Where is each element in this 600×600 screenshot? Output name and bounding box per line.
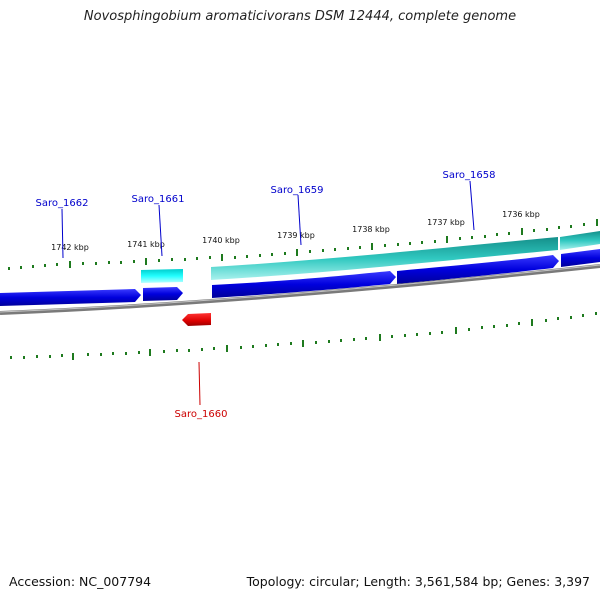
major-tick [455,327,457,334]
gene-label-saro-1659[interactable]: Saro_1659 [271,185,324,196]
cds-arrow-saro-1660[interactable] [182,313,211,326]
map-title: Novosphingobium aromaticivorans DSM 1244… [83,9,517,24]
cds-arrow-saro-1658[interactable] [397,255,559,284]
leader-line-saro-1661 [158,204,163,257]
leader-line-saro-1658 [469,180,475,231]
tick-label: 1741 kbp [127,240,165,249]
cds-arrow-saro-1662[interactable] [0,289,141,306]
major-tick [69,261,71,268]
major-tick [145,258,147,265]
gene-label-saro-1662[interactable]: Saro_1662 [36,198,89,209]
cds-arrow-next[interactable] [561,249,600,267]
major-tick [596,219,598,226]
feature-block-teal[interactable] [211,237,558,280]
major-tick [371,243,373,250]
leader-line-saro-1659 [297,194,302,246]
tick-label: 1739 kbp [277,231,315,240]
tick-label: 1737 kbp [427,218,465,227]
feature-track [141,231,600,283]
cds-arrow-saro-1661[interactable] [143,287,183,301]
leader-line-saro-1662 [61,208,64,259]
major-tick [296,249,298,256]
major-tick [226,345,228,352]
genome-summary-text: Topology: circular; Length: 3,561,584 bp… [246,574,590,589]
tick-label: 1742 kbp [51,243,89,252]
major-tick [221,254,223,261]
accession-text: Accession: NC_007794 [9,574,152,589]
major-tick [531,319,533,326]
reverse-cds-track [182,313,211,326]
major-tick [302,340,304,347]
major-tick [72,353,74,360]
tick-label: 1740 kbp [202,236,240,245]
leader-line-saro-1660 [198,361,201,406]
gene-label-saro-1658[interactable]: Saro_1658 [443,170,496,181]
inner-tick-ruler [10,312,597,360]
feature-block-cyan[interactable] [141,269,183,283]
tick-label: 1738 kbp [352,225,390,234]
major-ticks [69,219,598,268]
feature-block-teal[interactable] [560,231,600,250]
tick-label: 1736 kbp [502,210,540,219]
label-leaders [61,180,475,406]
major-tick [379,334,381,341]
major-tick [521,228,523,235]
gene-label-saro-1661[interactable]: Saro_1661 [132,194,185,205]
genome-backbone [0,264,600,315]
major-tick [149,349,151,356]
cds-arrow-saro-1659[interactable] [212,271,396,298]
genome-backbone-highlight [0,264,600,313]
gene-label-saro-1660[interactable]: Saro_1660 [175,409,228,420]
minor-ticks [8,223,585,270]
major-tick [446,236,448,243]
forward-cds-track [0,249,600,306]
outer-tick-ruler: 1742 kbp 1741 kbp 1740 kbp 1739 kbp 1738… [8,210,598,270]
